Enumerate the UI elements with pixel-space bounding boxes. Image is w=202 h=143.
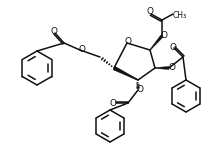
- Text: O: O: [169, 42, 176, 51]
- Polygon shape: [149, 35, 162, 50]
- Text: O: O: [146, 7, 153, 16]
- Text: O: O: [124, 37, 131, 46]
- Text: O: O: [136, 85, 143, 94]
- Text: O: O: [168, 63, 175, 73]
- Text: O: O: [50, 26, 57, 35]
- Text: O: O: [109, 99, 116, 108]
- Text: CH₃: CH₃: [172, 10, 186, 19]
- Polygon shape: [154, 66, 168, 69]
- Text: O: O: [160, 30, 167, 39]
- Text: O: O: [78, 44, 85, 53]
- Polygon shape: [113, 66, 138, 80]
